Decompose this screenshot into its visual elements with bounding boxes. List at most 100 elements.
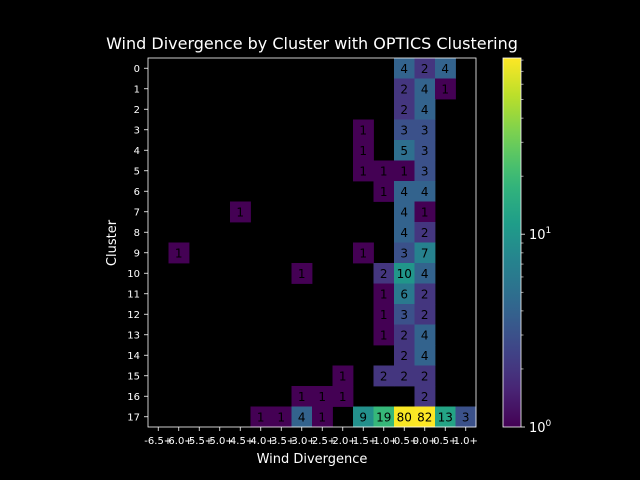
heatmap-cell	[271, 406, 292, 428]
heatmap-cell	[414, 181, 436, 202]
cell-value-label: 1	[339, 369, 347, 383]
cell-value-label: 1	[380, 328, 388, 342]
cell-value-label: 2	[400, 369, 408, 383]
heatmap-cell	[394, 304, 415, 325]
y-tick-label: 8	[134, 228, 140, 239]
heatmap-cell	[353, 242, 374, 264]
cell-value-label: 4	[421, 328, 429, 342]
heatmap-cell	[435, 406, 456, 428]
y-tick-label: 17	[127, 412, 140, 423]
cell-value-label: 7	[421, 246, 429, 260]
cell-value-label: 4	[421, 185, 429, 199]
cell-value-label: 2	[400, 103, 408, 117]
heatmap-cell	[414, 365, 436, 387]
cell-value-label: 1	[277, 410, 285, 424]
cell-value-label: 3	[421, 164, 429, 178]
x-axis-ticks: -6.5+-6.0+-5.5+-5.0+-4.5+-4.0+-3.5+-3.0+…	[144, 427, 478, 447]
cell-value-label: 1	[441, 82, 449, 96]
heatmap-cell	[373, 406, 395, 428]
x-tick-label: -4.5+	[226, 436, 254, 447]
heatmap-cell	[414, 304, 436, 325]
cell-value-label: 19	[376, 410, 391, 424]
cell-value-label: 1	[359, 144, 367, 158]
heatmap-cell	[373, 324, 395, 346]
colorbar-tick-label: 100	[529, 419, 552, 436]
cell-value-label: 1	[380, 308, 388, 322]
heatmap-cell	[394, 58, 415, 79]
x-tick-label: 0.0+	[413, 436, 437, 447]
cell-value-label: 4	[421, 267, 429, 281]
heatmap-cell	[435, 58, 456, 79]
cell-value-label: 3	[421, 123, 429, 137]
heatmap-cell	[394, 242, 415, 264]
heatmap-cell	[414, 78, 436, 100]
heatmap-cell	[353, 406, 374, 428]
heatmap-cell	[394, 140, 415, 161]
cell-value-label: 13	[438, 410, 453, 424]
heatmap-cell	[394, 119, 415, 141]
heatmap-cell	[414, 283, 436, 305]
heatmap-cell	[332, 365, 354, 387]
heatmap-cell	[312, 386, 333, 407]
cell-value-label: 1	[380, 185, 388, 199]
cell-value-label: 2	[421, 369, 429, 383]
y-tick-label: 0	[134, 64, 140, 75]
heatmap-cell	[250, 406, 272, 428]
heatmap-cell	[455, 406, 477, 428]
heatmap-cell	[414, 119, 436, 141]
x-tick-label: -1.0+	[370, 436, 398, 447]
y-tick-label: 13	[127, 330, 140, 341]
y-tick-label: 11	[127, 289, 140, 300]
cell-value-label: 3	[400, 246, 408, 260]
cell-value-label: 1	[359, 246, 367, 260]
cell-value-label: 3	[421, 144, 429, 158]
heatmap-cell	[312, 406, 333, 428]
cell-value-label: 2	[380, 267, 388, 281]
cell-value-label: 2	[421, 390, 429, 404]
y-tick-label: 7	[134, 207, 140, 218]
cell-value-label: 1	[359, 123, 367, 137]
cell-value-label: 1	[175, 246, 183, 260]
cell-labels: 4 2 42 4 12 41 3 31 5 31 1 1 31 4 41 4 14 21 1 3 71 2 10 41 6 21 3…	[175, 62, 470, 425]
heatmap-cell	[414, 58, 436, 79]
cell-value-label: 4	[441, 62, 449, 76]
colorbar-tick-label: 101	[529, 226, 551, 243]
y-tick-label: 3	[134, 125, 140, 136]
heatmap-cell	[291, 406, 313, 428]
heatmap-cell	[394, 365, 415, 387]
cell-value-label: 4	[400, 226, 408, 240]
cell-value-label: 82	[417, 410, 432, 424]
cell-value-label: 4	[421, 103, 429, 117]
cell-value-label: 1	[380, 287, 388, 301]
x-tick-label: -1.5+	[349, 436, 377, 447]
cell-value-label: 2	[421, 308, 429, 322]
x-tick-label: 1.0+	[454, 436, 478, 447]
y-tick-label: 6	[134, 187, 140, 198]
heatmap-cell	[414, 345, 436, 366]
heatmap-cell	[414, 406, 436, 428]
x-tick-label: 0.5+	[433, 436, 457, 447]
cell-value-label: 1	[339, 390, 347, 404]
heatmap-cell	[230, 201, 251, 223]
y-tick-label: 1	[134, 84, 140, 95]
heatmap-cell	[414, 242, 436, 264]
cell-value-label: 1	[298, 267, 306, 281]
y-tick-label: 9	[134, 248, 140, 259]
y-tick-label: 16	[127, 392, 140, 403]
cell-value-label: 4	[421, 349, 429, 363]
cell-value-label: 4	[400, 205, 408, 219]
cell-value-label: 80	[397, 410, 412, 424]
y-tick-label: 15	[127, 371, 140, 382]
cell-value-label: 6	[400, 287, 408, 301]
heatmap-cells	[168, 58, 477, 428]
cell-value-label: 1	[380, 164, 388, 178]
cell-value-label: 9	[359, 410, 367, 424]
x-tick-label: -5.0+	[206, 436, 234, 447]
x-tick-label: -6.0+	[165, 436, 193, 447]
heatmap-cell	[414, 324, 436, 346]
cell-value-label: 1	[236, 205, 244, 219]
heatmap-cell	[414, 386, 436, 407]
cell-value-label: 1	[257, 410, 265, 424]
